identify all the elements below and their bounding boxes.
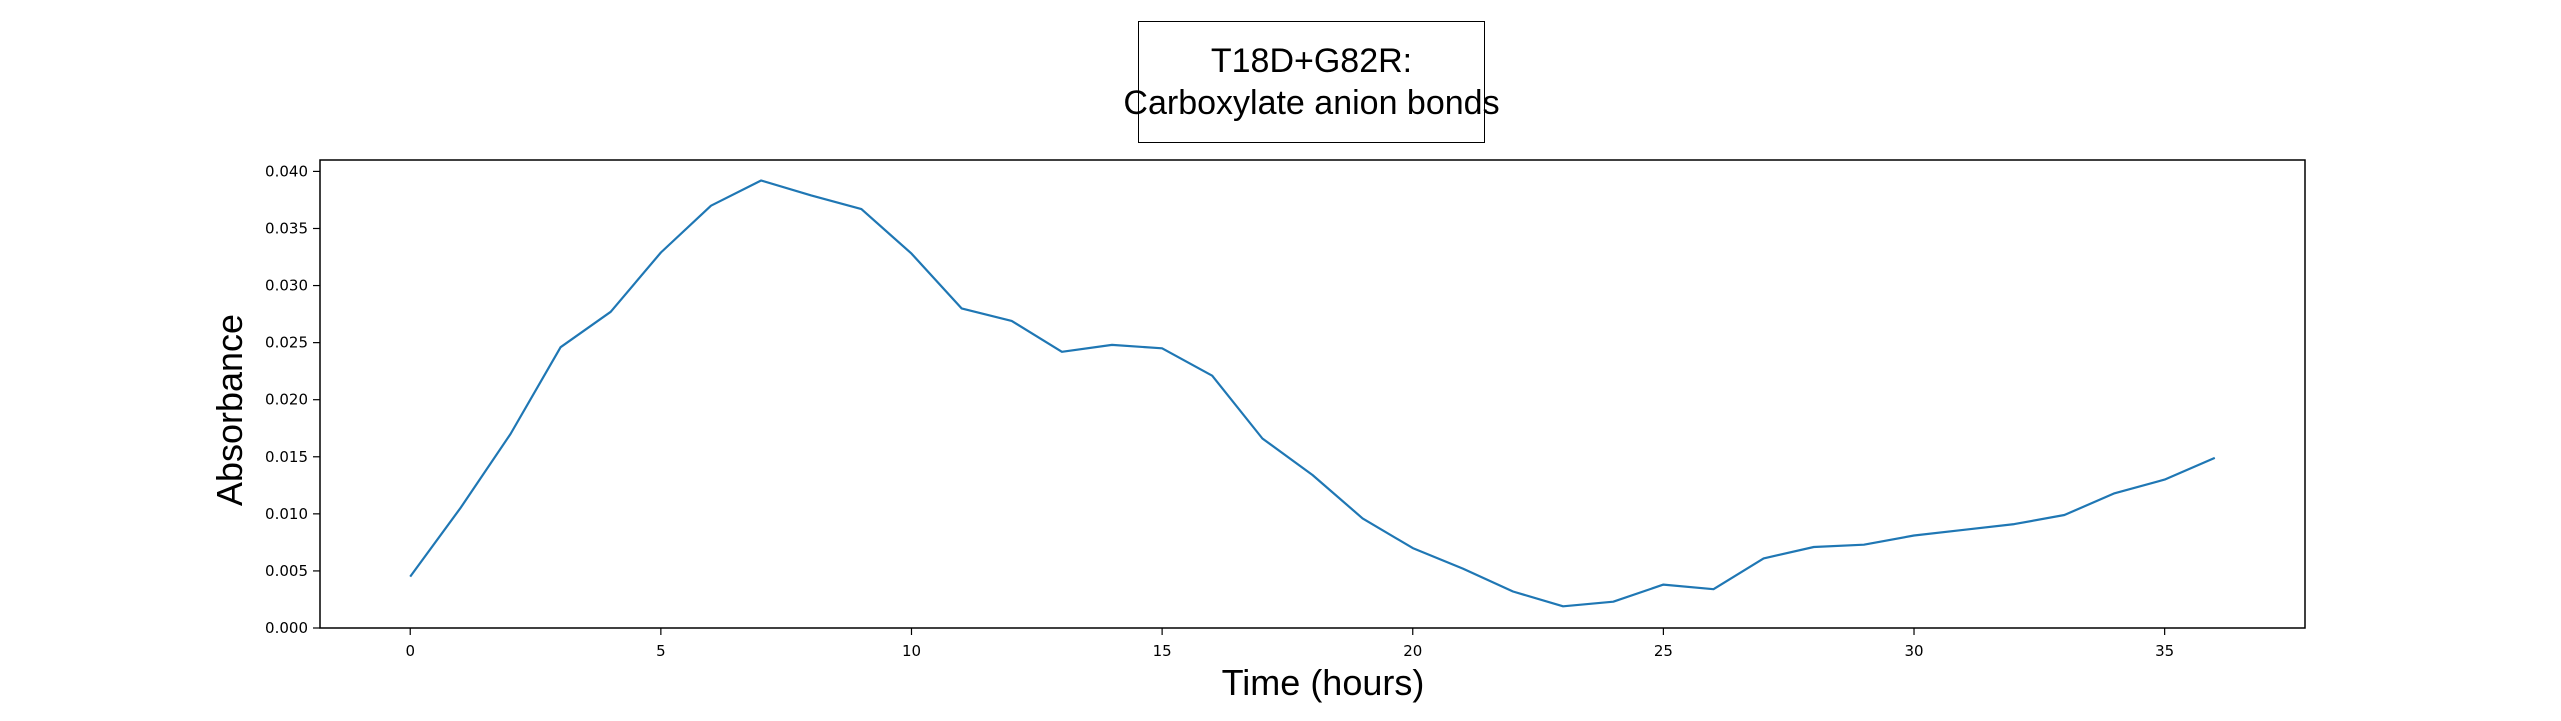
x-tick-label: 0: [405, 642, 415, 660]
y-axis-label: Absorbance: [209, 313, 250, 507]
y-axis: 0.000 0.005 0.010 0.015 0.020 0.025 0.030 0.035…: [265, 162, 320, 637]
y-tick-label: 0.000: [265, 619, 308, 637]
chart-title: T18D+G82R: Carboxylate anion bonds: [1123, 21, 1500, 143]
y-tick-label: 0.015: [265, 448, 308, 466]
x-axis-label: Time (hours): [1221, 662, 1425, 703]
series-line: [409, 179, 2216, 608]
x-tick-label: 5: [656, 642, 666, 660]
x-tick-label: 35: [2155, 642, 2174, 660]
x-tick-label: 30: [1904, 642, 1923, 660]
y-tick-label: 0.005: [265, 562, 308, 580]
chart-title-line-2: Carboxylate anion bonds: [1123, 84, 1500, 122]
y-tick-label: 0.020: [265, 391, 308, 409]
x-tick-label: 15: [1153, 642, 1172, 660]
x-axis: 0 5 10 15 20 25 30 35: [405, 628, 2174, 660]
x-tick-label: 10: [902, 642, 921, 660]
x-tick-label: 25: [1654, 642, 1673, 660]
y-tick-label: 0.025: [265, 334, 308, 352]
y-tick-label: 0.040: [265, 162, 308, 180]
axes-frame: [319, 159, 2306, 629]
y-tick-label: 0.030: [265, 277, 308, 295]
y-tick-label: 0.010: [265, 505, 308, 523]
chart-title-line-1: T18D+G82R:: [1210, 42, 1413, 80]
series-layer: [409, 179, 2216, 608]
y-tick-label: 0.035: [265, 219, 308, 237]
x-tick-label: 20: [1403, 642, 1422, 660]
